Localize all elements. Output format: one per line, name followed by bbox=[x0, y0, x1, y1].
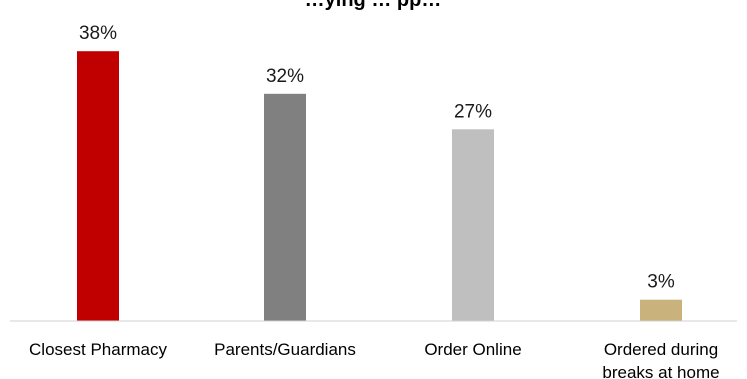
category-label-4-line-1: Ordered during bbox=[604, 340, 718, 359]
value-label-3: 27% bbox=[454, 101, 492, 122]
value-label-1: 38% bbox=[79, 23, 117, 44]
bar-4 bbox=[640, 299, 682, 321]
category-label-1-line-1: Closest Pharmacy bbox=[29, 340, 167, 359]
value-label-2: 32% bbox=[266, 66, 304, 87]
chart-title: …ying … pp… bbox=[305, 0, 442, 11]
bars-group bbox=[77, 51, 682, 321]
bar-2 bbox=[264, 93, 306, 321]
category-labels-group: Closest Pharmacy Parents/Guardians Order O… bbox=[29, 340, 720, 379]
category-label-2: Parents/Guardians bbox=[214, 340, 356, 359]
value-labels-group: 38% 32% 27% 3% bbox=[79, 23, 675, 293]
category-label-1: Closest Pharmacy bbox=[29, 340, 167, 359]
value-label-4: 3% bbox=[647, 272, 675, 293]
category-label-3-line-1: Order Online bbox=[424, 340, 521, 359]
bar-1 bbox=[77, 51, 119, 321]
bar-3 bbox=[452, 129, 494, 321]
category-label-2-line-1: Parents/Guardians bbox=[214, 340, 356, 359]
category-label-3: Order Online bbox=[424, 340, 521, 359]
category-label-4-line-2: breaks at home bbox=[602, 363, 719, 379]
category-label-4: Ordered during breaks at home bbox=[602, 340, 719, 379]
